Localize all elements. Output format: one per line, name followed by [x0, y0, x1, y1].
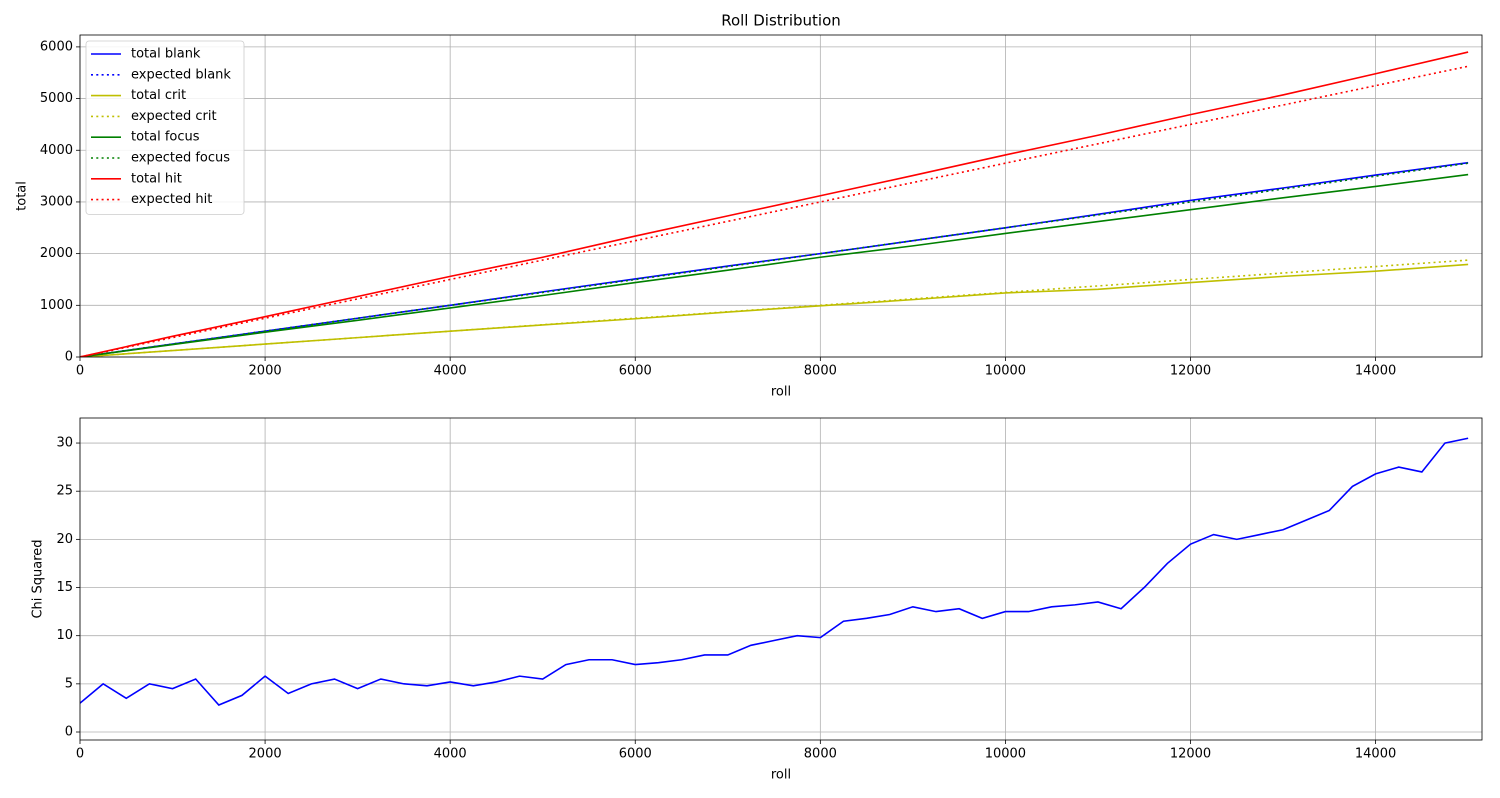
y-tick-label: 2000 — [40, 246, 73, 261]
legend-label: expected focus — [131, 151, 230, 166]
x-axis-label: roll — [771, 385, 791, 400]
x-tick-label: 0 — [76, 747, 84, 762]
x-tick-label: 6000 — [619, 364, 652, 379]
y-tick-label: 4000 — [40, 143, 73, 158]
plot-frame — [79, 34, 1483, 358]
series-line — [80, 437, 1469, 706]
x-tick-label: 10000 — [985, 364, 1026, 379]
y-tick-label: 3000 — [40, 194, 73, 209]
y-tick-label: 5000 — [40, 91, 73, 106]
y-tick-label: 20 — [56, 532, 73, 547]
x-tick-label: 4000 — [434, 364, 467, 379]
series-line — [80, 162, 1469, 357]
y-tick-label: 30 — [56, 436, 73, 451]
x-tick-label: 8000 — [804, 747, 837, 762]
y-tick-label: 5 — [65, 676, 73, 691]
y-tick-label: 15 — [56, 580, 73, 595]
legend-label: expected crit — [131, 109, 217, 124]
legend-box — [85, 40, 245, 215]
x-tick-label: 14000 — [1355, 364, 1396, 379]
x-tick-label: 12000 — [1170, 364, 1211, 379]
y-axis-label: total — [15, 181, 30, 211]
x-tick-label: 0 — [76, 364, 84, 379]
series-line — [80, 173, 1469, 357]
x-tick-label: 12000 — [1170, 747, 1211, 762]
y-axis-label: Chi Squared — [31, 539, 46, 618]
series-line — [80, 259, 1469, 357]
x-tick-label: 14000 — [1355, 747, 1396, 762]
x-tick-label: 2000 — [249, 364, 282, 379]
x-tick-label: 10000 — [985, 747, 1026, 762]
legend-label: expected blank — [131, 67, 231, 82]
y-tick-label: 1000 — [40, 298, 73, 313]
x-tick-label: 2000 — [249, 747, 282, 762]
legend-label: total crit — [131, 88, 186, 103]
legend-label: expected hit — [131, 192, 212, 207]
x-tick-label: 6000 — [619, 747, 652, 762]
legend-label: total blank — [131, 47, 201, 62]
series-line — [80, 51, 1469, 357]
x-tick-label: 4000 — [434, 747, 467, 762]
series-line — [80, 65, 1469, 357]
chart-title: Roll Distribution — [721, 12, 841, 30]
legend-label: total focus — [131, 130, 200, 145]
y-tick-label: 25 — [56, 484, 73, 499]
y-tick-label: 0 — [65, 725, 73, 740]
x-tick-label: 8000 — [804, 364, 837, 379]
legend-label: total hit — [131, 171, 182, 186]
plot-frame — [79, 417, 1483, 741]
y-tick-label: 0 — [65, 350, 73, 365]
x-axis-label: roll — [771, 768, 791, 783]
y-tick-label: 10 — [56, 628, 73, 643]
y-tick-label: 6000 — [40, 39, 73, 54]
